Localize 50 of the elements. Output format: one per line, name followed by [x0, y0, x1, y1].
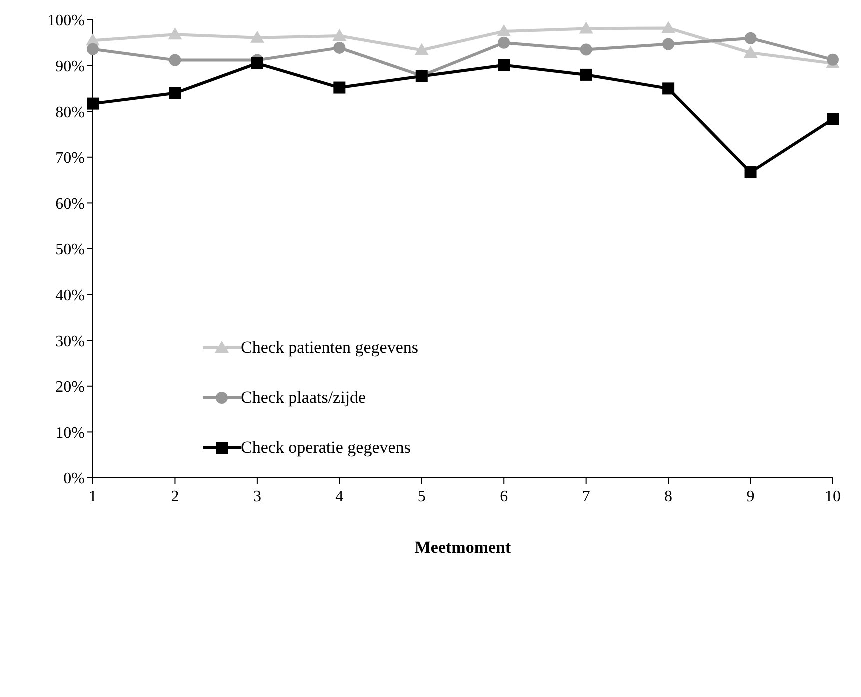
point — [497, 24, 512, 36]
legend-label: Check patienten gegevens — [241, 338, 418, 358]
y-tick-label: 70% — [56, 150, 85, 168]
y-tick-label: 20% — [56, 379, 85, 396]
point — [744, 166, 757, 179]
point — [414, 43, 429, 56]
point — [498, 59, 510, 72]
point — [744, 46, 758, 58]
x-tick-label: 3 — [253, 488, 262, 506]
point — [168, 28, 182, 40]
point — [744, 32, 757, 44]
point — [87, 43, 99, 56]
point — [498, 36, 510, 49]
x-tick-label: 6 — [500, 488, 508, 506]
y-tick-label: 50% — [56, 242, 85, 259]
x-tick-label: 1 — [89, 488, 97, 506]
point — [332, 29, 347, 42]
point — [87, 98, 99, 110]
point — [579, 22, 594, 34]
x-axis-title: Meetmoment — [414, 538, 512, 557]
point — [580, 68, 592, 81]
point — [334, 82, 346, 94]
legend-label: Check operatie gegevens — [241, 438, 411, 458]
x-tick-label: 8 — [664, 488, 673, 506]
legend-label: Check plaats/zijde — [241, 388, 366, 408]
y-tick-label: 10% — [56, 424, 85, 442]
point — [334, 42, 346, 54]
point — [250, 30, 264, 43]
y-tick-label: 60% — [56, 196, 85, 213]
y-tick-label: 30% — [56, 333, 85, 350]
x-tick-label: 4 — [336, 488, 344, 506]
point — [662, 82, 675, 95]
y-tick-label: 100% — [48, 12, 85, 30]
y-tick-label: 0% — [64, 470, 85, 488]
x-tick-label: 9 — [746, 488, 755, 506]
point — [169, 87, 182, 100]
point — [827, 54, 839, 66]
x-tick-label: 2 — [171, 488, 180, 506]
x-tick-label: 5 — [418, 488, 426, 506]
point — [662, 21, 676, 34]
x-tick-label: 7 — [582, 488, 590, 506]
point — [662, 38, 675, 50]
point — [827, 113, 839, 126]
x-tick-label: 10 — [825, 488, 841, 506]
y-tick-label: 80% — [56, 104, 85, 122]
point — [580, 44, 592, 56]
point — [169, 54, 182, 66]
y-tick-label: 90% — [56, 58, 85, 76]
point — [251, 58, 264, 70]
y-tick-label: 40% — [56, 287, 85, 304]
